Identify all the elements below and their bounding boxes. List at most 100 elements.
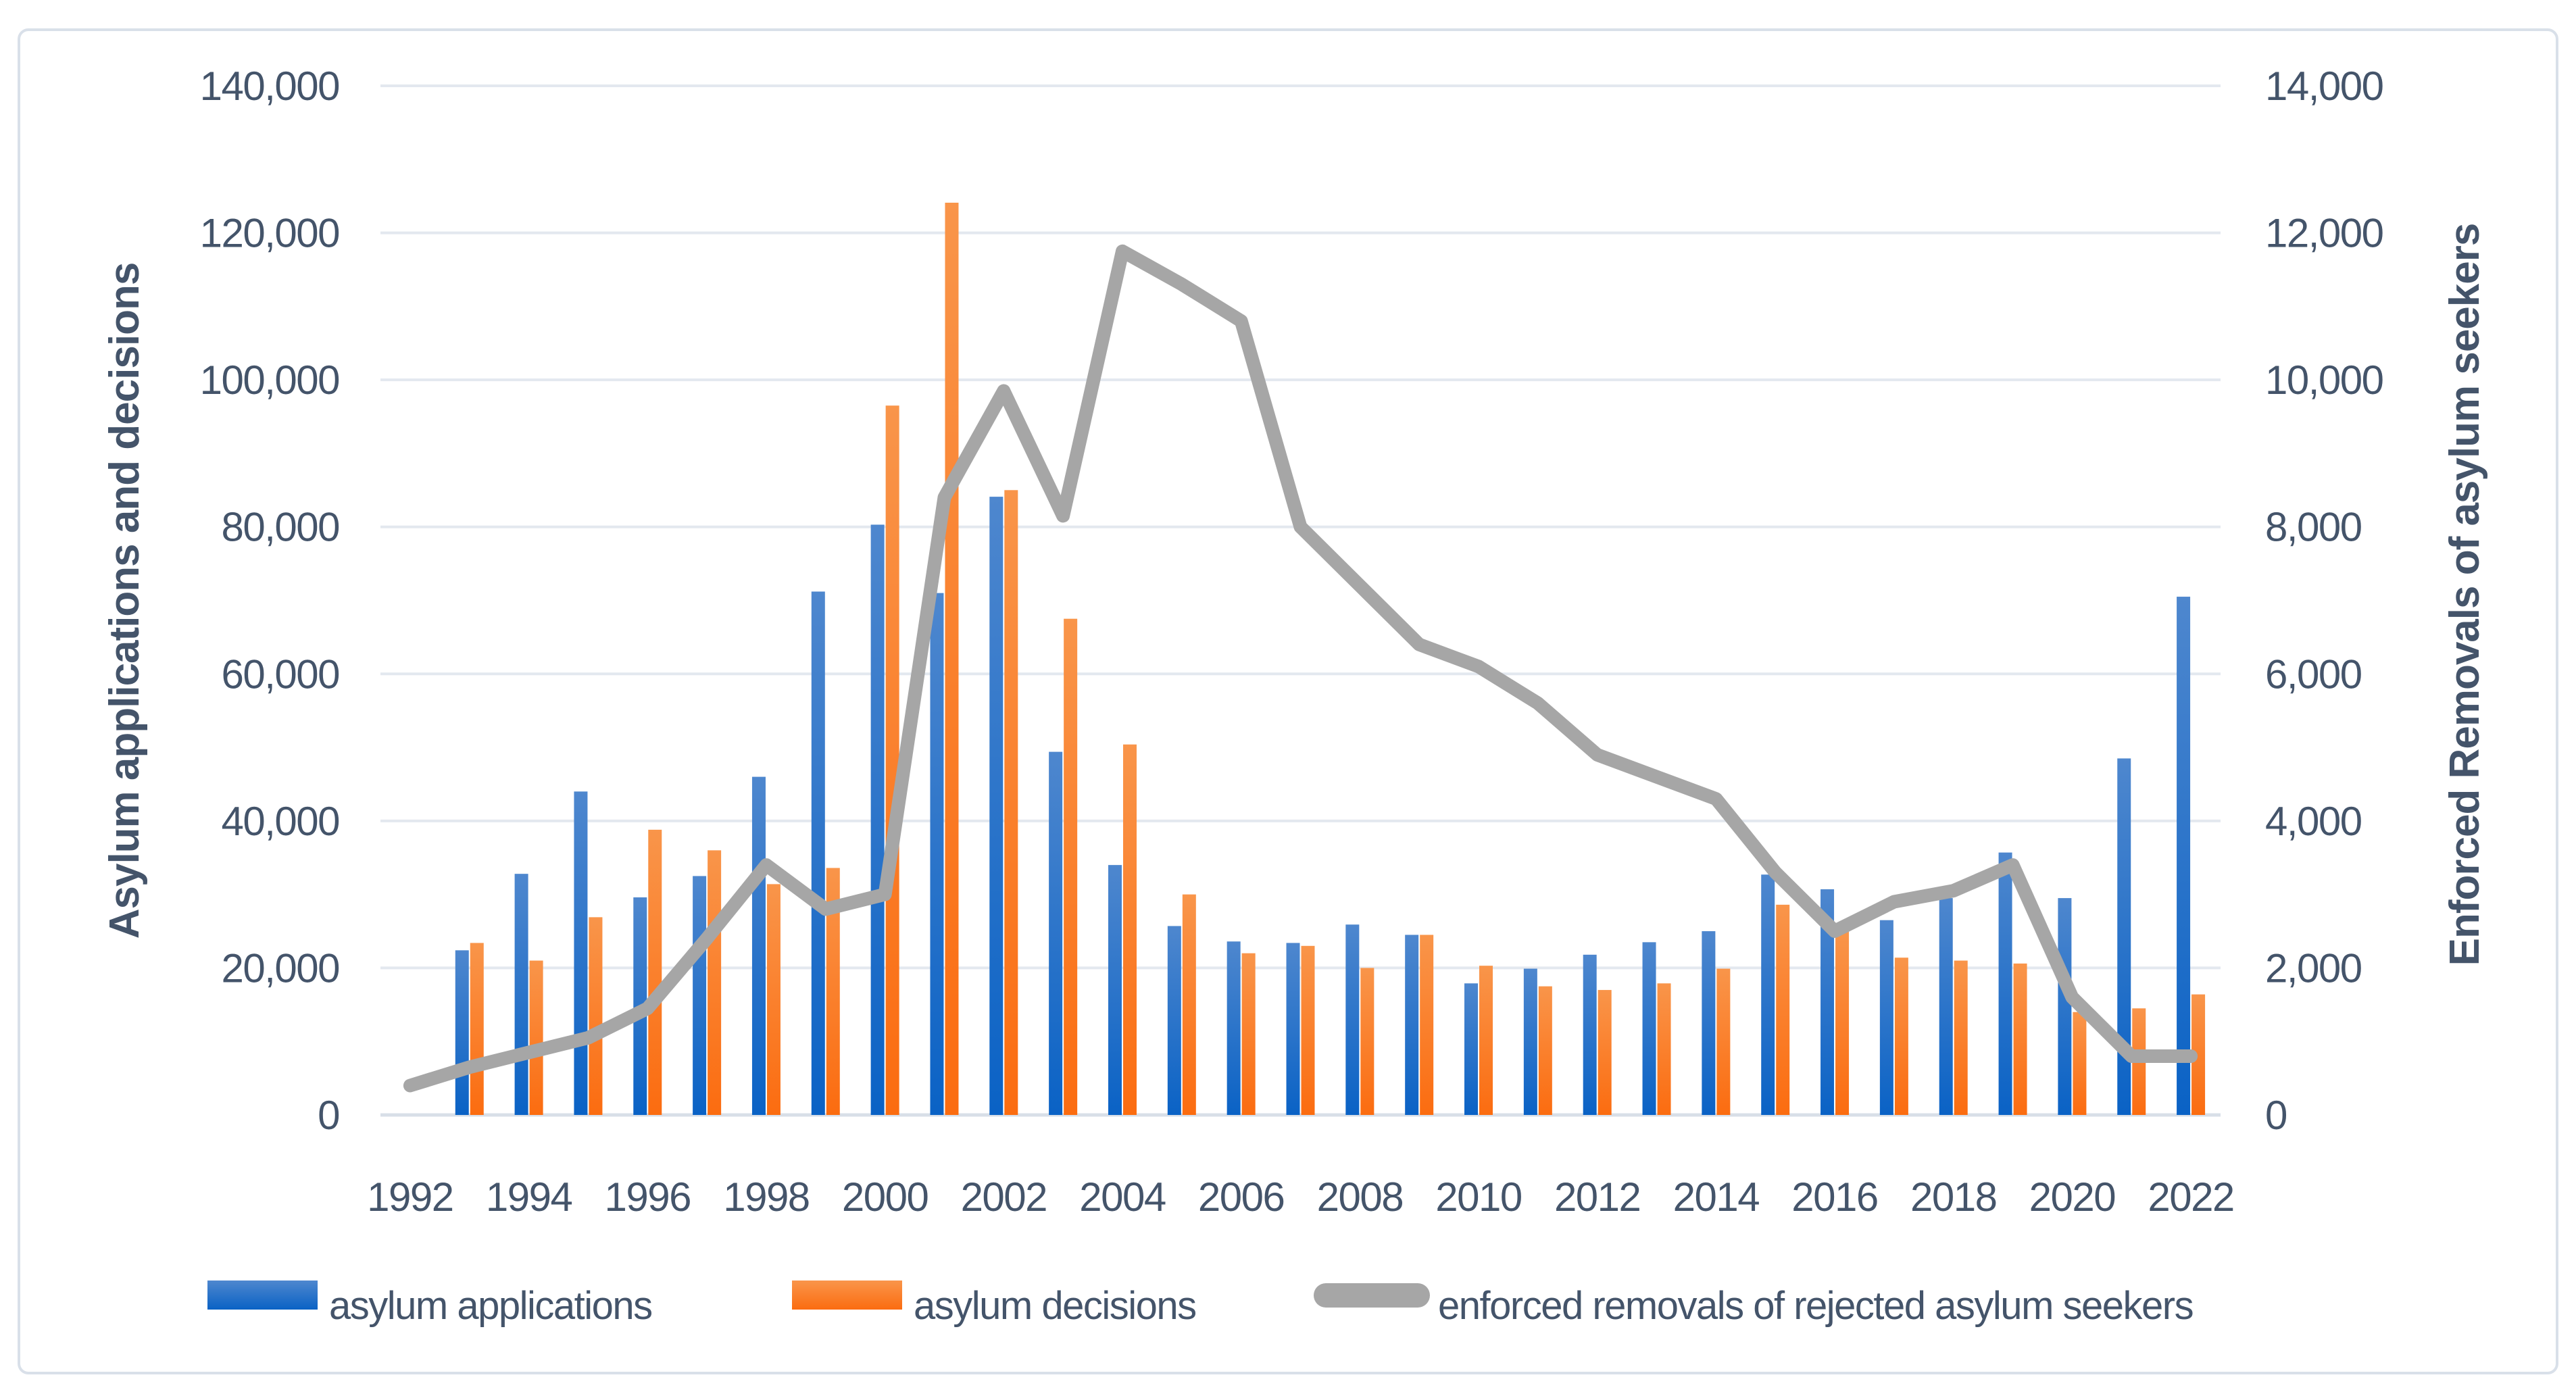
applications-bar-2011 [1523,968,1537,1115]
applications-bar-2004 [1108,865,1122,1115]
applications-bar-2012 [1583,954,1597,1115]
x-tick-2022: 2022 [2148,1174,2233,1220]
decisions-bar-2011 [1538,986,1552,1115]
applications-bar-1995 [574,791,588,1115]
decisions-bar-2015 [1776,904,1790,1115]
right-axis-ticks: 0 2,000 4,000 6,000 8,000 10,000 12,000 14,000 [2265,64,2384,1138]
decisions-bar-2012 [1597,990,1612,1115]
applications-bar-2006 [1227,941,1241,1115]
decisions-bar-2001 [945,202,959,1116]
decisions-bar-1996 [648,829,662,1115]
decisions-bar-2005 [1182,894,1196,1115]
applications-bar-1993 [455,950,469,1115]
legend-label-decisions: asylum decisions [914,1284,1196,1328]
applications-bar-2015 [1761,874,1775,1115]
decisions-bar-2003 [1064,618,1078,1115]
decisions-bar-1998 [766,884,781,1115]
decisions-bar-2016 [1835,930,1850,1115]
x-tick-1994: 1994 [486,1174,572,1220]
x-tick-2014: 2014 [1673,1174,1760,1220]
decisions-bar-2022 [2191,994,2206,1115]
decisions-bar-2019 [2013,963,2027,1115]
decisions-bar-2010 [1479,966,1493,1115]
applications-bar-2003 [1049,751,1063,1115]
applications-bar-2002 [989,497,1004,1115]
right-tick-6,000: 6,000 [2265,651,2362,697]
applications-bar-2014 [1702,931,1716,1115]
x-tick-2000: 2000 [842,1174,928,1220]
left-axis-ticks: 0 20,000 40,000 60,000 80,000 100,000 120,000 1… [200,64,341,1138]
removals-line [403,244,2198,1093]
left-axis-title: Asylum applications and decisions [101,263,148,939]
legend-label-removals: enforced removals of rejected asylum see… [1438,1284,2193,1328]
decisions-bar-2018 [1954,960,1968,1115]
x-tick-2002: 2002 [961,1174,1047,1220]
right-tick-14,000: 14,000 [2265,64,2383,109]
applications-bar-1994 [514,874,528,1115]
decisions-bar-1993 [470,943,484,1115]
left-tick-20,000: 20,000 [221,945,339,991]
decisions-bar-2017 [1894,958,1908,1115]
left-tick-40,000: 40,000 [221,799,339,844]
decisions-bar-2006 [1241,953,1256,1115]
decisions-bar-2020 [2073,1012,2087,1115]
applications-bar-1999 [811,591,825,1115]
applications-bar-2000 [870,524,885,1115]
applications-bar-2019 [1998,852,2012,1115]
right-tick-8,000: 8,000 [2265,505,2362,550]
left-tick-120,000: 120,000 [200,211,340,256]
decisions-bar-2007 [1301,945,1315,1115]
decisions-bar-2009 [1420,935,1434,1115]
applications-bar-2013 [1642,942,1656,1115]
x-tick-1992: 1992 [367,1174,453,1220]
x-tick-1998: 1998 [723,1174,809,1220]
left-tick-140,000: 140,000 [200,64,340,109]
right-axis-title: Enforced Removals of asylum seekers [2442,224,2488,966]
right-tick-10,000: 10,000 [2265,357,2383,403]
decisions-bar-2008 [1360,968,1374,1115]
left-tick-100,000: 100,000 [200,357,340,403]
decisions-bar-2004 [1122,744,1137,1115]
x-tick-2008: 2008 [1317,1174,1403,1220]
applications-bar-2008 [1345,924,1360,1115]
applications-bar-1998 [751,776,766,1115]
x-tick-2004: 2004 [1079,1174,1166,1220]
decisions-bar-2000 [885,405,899,1116]
applications-bar-2007 [1286,943,1300,1115]
left-tick-80,000: 80,000 [221,505,339,550]
right-tick-2,000: 2,000 [2265,945,2362,991]
applications-bar-2005 [1167,926,1181,1115]
left-tick-60,000: 60,000 [221,651,339,697]
legend-swatch-applications [207,1281,318,1310]
applications-bar-2017 [1879,920,1893,1115]
decisions-bar-2002 [1004,490,1018,1115]
applications-bar-2020 [2058,898,2072,1115]
applications-bar-2018 [1939,898,1953,1115]
x-tick-2012: 2012 [1554,1174,1640,1220]
decisions-bar-1999 [826,868,840,1115]
applications-bar-1997 [693,876,707,1115]
x-tick-2018: 2018 [1910,1174,1996,1220]
applications-bar-2010 [1464,983,1479,1115]
x-tick-2006: 2006 [1198,1174,1284,1220]
applications-bar-2001 [930,593,944,1115]
decisions-bar-2014 [1716,968,1731,1115]
decisions-bar-1994 [529,960,543,1115]
left-tick-0: 0 [318,1093,339,1138]
applications-bar-2009 [1405,935,1419,1115]
legend-swatch-decisions [792,1281,902,1310]
legend-label-applications: asylum applications [329,1284,652,1328]
x-tick-2010: 2010 [1435,1174,1522,1220]
applications-bar-2016 [1820,889,1835,1115]
right-tick-4,000: 4,000 [2265,799,2362,844]
decisions-bars [470,202,2206,1116]
applications-bar-2021 [2117,758,2131,1115]
decisions-bar-1997 [708,850,722,1115]
decisions-bar-2013 [1657,983,1671,1115]
decisions-bar-1995 [589,917,603,1115]
x-tick-2016: 2016 [1791,1174,1877,1220]
chart-border [18,28,2558,1374]
x-axis-ticks: 1992 1994 1996 1998 2000 2002 2004 2006 2008 2010… [367,1174,2235,1220]
